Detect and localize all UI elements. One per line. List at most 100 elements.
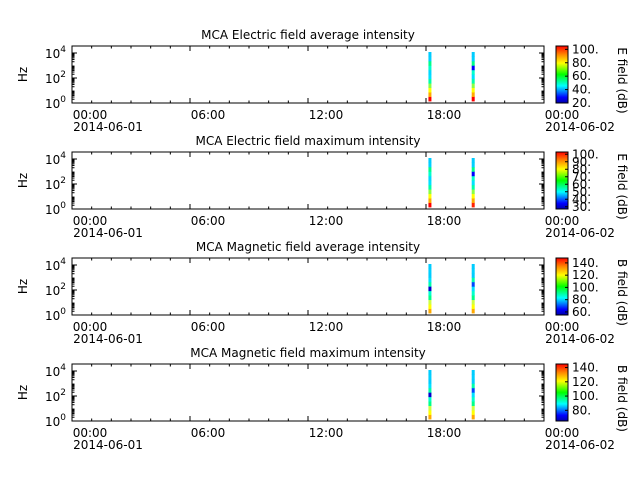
colorbar-tick-label: 40. <box>572 192 591 206</box>
colorbar-tick-label: 100. <box>572 147 599 161</box>
y-tick-exponent: 0 <box>60 307 66 317</box>
colorbar-label: E field (dB) <box>615 47 629 113</box>
y-tick-label: 102 <box>45 282 66 298</box>
burst-band <box>471 272 475 278</box>
burst-band <box>471 162 475 168</box>
burst-band <box>471 189 475 195</box>
burst-band <box>471 387 475 393</box>
burst-band <box>471 277 475 283</box>
x-date-label: 2014-06-01 <box>73 332 143 346</box>
burst-band <box>471 410 475 415</box>
y-tick-exponent: 4 <box>60 257 66 267</box>
burst-band <box>428 193 432 199</box>
y-tick-label: 100 <box>45 201 66 217</box>
burst-band <box>428 96 432 102</box>
x-date-label: 2014-06-02 <box>545 438 615 452</box>
burst-band <box>428 286 432 292</box>
x-tick-label: 18:00 <box>427 214 462 228</box>
burst-band <box>471 401 475 407</box>
colorbar-tick-label: 120. <box>572 375 599 389</box>
y-tick-label: 100 <box>45 413 66 429</box>
burst-band <box>428 378 432 384</box>
burst-band <box>428 180 432 186</box>
burst-band <box>428 69 432 75</box>
burst-band <box>471 56 475 62</box>
burst-band <box>471 374 475 380</box>
panel-3: MCA Magnetic field average intensity 10 0 1… <box>16 240 629 346</box>
burst-1 <box>428 370 432 420</box>
x-tick-label: 12:00 <box>309 320 344 334</box>
y-tick-exponent: 0 <box>60 201 66 211</box>
colorbar-tick-label: 40. <box>572 83 591 97</box>
burst-band <box>471 370 475 375</box>
x-tick-label: 12:00 <box>309 108 344 122</box>
y-tick-base: 10 <box>45 259 60 273</box>
burst-band <box>428 78 432 84</box>
burst-band <box>428 383 432 389</box>
burst-band <box>428 410 432 415</box>
x-tick-label: 06:00 <box>191 214 226 228</box>
burst-band <box>428 299 432 305</box>
burst-band <box>471 286 475 292</box>
burst-band <box>428 74 432 80</box>
burst-band <box>428 166 432 172</box>
burst-band <box>428 264 432 269</box>
burst-2 <box>471 52 475 102</box>
burst-band <box>428 277 432 283</box>
colorbar-tick-label: 140. <box>572 361 599 375</box>
burst-band <box>428 396 432 402</box>
burst-1 <box>428 158 432 208</box>
y-tick-label: 102 <box>45 388 66 404</box>
x-tick-label: 00:00 <box>73 214 108 228</box>
burst-band <box>428 387 432 393</box>
x-tick-label: 06:00 <box>191 320 226 334</box>
burst-band <box>471 92 475 97</box>
x-date-label: 2014-06-02 <box>545 332 615 346</box>
burst-band <box>428 189 432 195</box>
burst-1 <box>428 52 432 102</box>
colorbar-tick-label: 120. <box>572 268 599 282</box>
x-tick-label: 18:00 <box>427 426 462 440</box>
burst-band <box>471 96 475 102</box>
y-tick-exponent: 2 <box>60 70 66 80</box>
y-tick-base: 10 <box>45 415 60 429</box>
colorbar-tick-label: 140. <box>572 256 599 270</box>
colorbar-tick-label: 90. <box>572 155 591 169</box>
colorbar-tick-label: 100. <box>572 389 599 403</box>
burst-band <box>471 396 475 402</box>
burst-band <box>428 414 432 420</box>
burst-band <box>471 299 475 305</box>
y-tick-base: 10 <box>45 390 60 404</box>
y-tick-base: 10 <box>45 203 60 217</box>
colorbar-tick-label: 80. <box>572 162 591 176</box>
colorbar <box>555 45 569 104</box>
y-tick-exponent: 2 <box>60 282 66 292</box>
colorbar-tick-label: 20. <box>572 96 591 110</box>
panel-title: MCA Magnetic field average intensity <box>196 240 420 254</box>
colorbar-tick-label: 80. <box>572 56 591 70</box>
burst-band <box>471 69 475 75</box>
burst-band <box>428 175 432 181</box>
burst-band <box>471 264 475 269</box>
burst-band <box>428 370 432 375</box>
colorbar-tick-label: 60. <box>572 177 591 191</box>
burst-2 <box>471 264 475 314</box>
x-tick-label: 06:00 <box>191 108 226 122</box>
x-date-label: 2014-06-01 <box>73 120 143 134</box>
burst-band <box>471 52 475 57</box>
y-tick-exponent: 0 <box>60 95 66 105</box>
x-tick-label: 00:00 <box>545 108 580 122</box>
y-tick-base: 10 <box>45 178 60 192</box>
burst-1 <box>428 264 432 314</box>
burst-band <box>471 60 475 66</box>
colorbar-tick-label: 80. <box>572 403 591 417</box>
x-date-label: 2014-06-02 <box>545 226 615 240</box>
panel-1: MCA Electric field average intensity1001… <box>16 28 629 134</box>
y-tick-base: 10 <box>45 72 60 86</box>
burst-band <box>471 268 475 274</box>
burst-band <box>428 52 432 57</box>
y-tick-base: 10 <box>45 153 60 167</box>
y-tick-label: 104 <box>45 257 66 273</box>
burst-band <box>471 383 475 389</box>
burst-band <box>471 193 475 199</box>
